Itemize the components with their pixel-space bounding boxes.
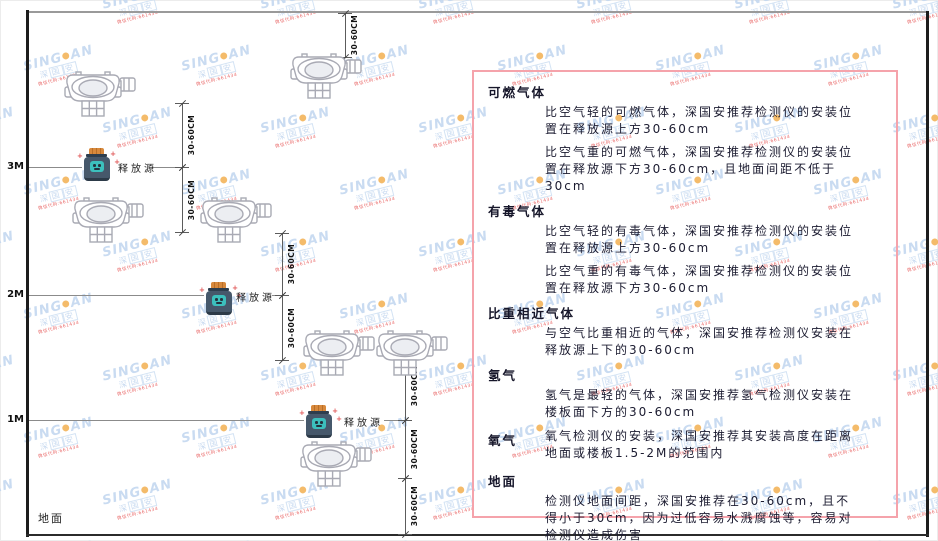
dimension-line [405, 420, 406, 478]
dimension-label: 30-60CM [410, 485, 419, 527]
release-source-label: 释放源 [118, 164, 157, 175]
source-cap [211, 282, 226, 289]
source-rim [308, 411, 329, 414]
ceiling-line [27, 11, 928, 13]
spark-icon: + [336, 415, 342, 423]
gas-detector-icon [290, 52, 364, 100]
gas-detector-icon [376, 329, 450, 377]
gas-detector-icon [303, 329, 377, 377]
leader-line [29, 167, 82, 168]
guideline-section: 氢气氢气是最轻的气体，深国安推荐氢气检测仪安装在楼板面下方的30-60cm [488, 365, 884, 421]
dimension-label: 30-60CM [287, 307, 296, 348]
guideline-section: 地面检测仪地面间距，深国安推荐在30-60cm，且不得小于30cm，因为过低容易… [488, 471, 884, 541]
section-heading: 可燃气体 [488, 85, 547, 100]
spark-icon: + [77, 152, 83, 160]
section-heading: 氢气 [488, 368, 518, 383]
source-rim [208, 288, 229, 291]
dimension-line [405, 352, 406, 420]
section-paragraph: 氢气是最轻的气体，深国安推荐氢气检测仪安装在楼板面下方的30-60cm [545, 388, 854, 419]
dimension-label: 30-60CM [187, 114, 196, 156]
section-heading: 有毒气体 [488, 204, 547, 219]
section-paragraph: 与空气比重相近的气体，深国安推荐检测仪安装在释放源上下的30-60cm [545, 326, 854, 357]
section-heading: 地面 [488, 474, 518, 489]
dimension-line [282, 295, 283, 360]
spark-icon: + [114, 158, 120, 166]
left-wall-axis-line [26, 10, 29, 537]
dimension-line [182, 167, 183, 232]
leader-line [29, 295, 204, 296]
installation-guidelines-panel: 可燃气体比空气轻的可燃气体，深国安推荐检测仪的安装位置在释放源上方30-60cm… [472, 70, 898, 541]
source-rim [86, 154, 107, 157]
dimension-line [405, 478, 406, 534]
release-source-label: 释放源 [236, 293, 275, 304]
gas-detector-icon [72, 196, 146, 244]
guideline-section: 可燃气体比空气轻的可燃气体，深国安推荐检测仪的安装位置在释放源上方30-60cm… [488, 82, 884, 195]
source-badge-icon [90, 161, 104, 172]
leader-line [384, 420, 409, 421]
leader-line [152, 167, 186, 168]
spark-icon: + [299, 409, 305, 417]
source-body [84, 157, 110, 181]
section-paragraph: 比空气重的有毒气体，深国安推荐检测仪的安装位置在释放源下方30-60cm [545, 264, 854, 295]
spark-icon: + [110, 150, 116, 158]
section-paragraph: 比空气轻的有毒气体，深国安推荐检测仪的安装位置在释放源上方30-60cm [545, 224, 854, 255]
section-paragraph: 比空气轻的可燃气体，深国安推荐检测仪的安装位置在释放源上方30-60cm [545, 105, 854, 136]
section-paragraph: 比空气重的可燃气体，深国安推荐检测仪的安装位置在释放源下方30-60cm，且地面… [545, 145, 854, 193]
height-label-3m: 3M [7, 161, 24, 172]
spark-icon: + [232, 284, 238, 292]
dimension-label: 30-60CM [187, 179, 196, 220]
source-body [306, 414, 332, 438]
spark-icon: + [332, 407, 338, 415]
release-source-icon: + + + [77, 148, 120, 182]
section-paragraph: 氧气检测仪的安装，深国安推荐其安装高度在距离地面或楼板1.5-2M的范围内 [545, 429, 854, 460]
source-badge-icon [212, 295, 226, 306]
section-paragraph: 检测仪地面间距，深国安推荐在30-60cm，且不得小于30cm，因为过低容易水溅… [545, 494, 853, 541]
ground-line [26, 534, 929, 536]
height-label-2m: 2M [7, 289, 24, 300]
section-heading: 比重相近气体 [488, 306, 576, 321]
ground-label: 地面 [38, 512, 64, 525]
source-cap [311, 405, 326, 412]
guideline-section: 比重相近气体与空气比重相近的气体，深国安推荐检测仪安装在释放源上下的30-60c… [488, 303, 884, 359]
spark-icon: + [199, 286, 205, 294]
guideline-section: 氧气 氧气检测仪的安装，深国安推荐其安装高度在距离地面或楼板1.5-2M的范围内 [488, 427, 884, 468]
dimension-line [182, 103, 183, 167]
leader-line [29, 420, 304, 421]
release-source-icon: + + + [299, 405, 342, 439]
dimension-line [282, 233, 283, 295]
gas-detector-icon [300, 440, 374, 488]
dimension-label: 30-60CM [287, 243, 296, 285]
source-body [206, 291, 232, 315]
height-label-1m: 1M [7, 414, 24, 425]
right-wall-line [926, 11, 929, 537]
gas-detector-icon [200, 196, 274, 244]
dimension-label: 30-60CM [410, 428, 419, 470]
guideline-section: 有毒气体比空气轻的有毒气体，深国安推荐检测仪的安装位置在释放源上方30-60cm… [488, 201, 884, 297]
release-source-icon: + + + [199, 282, 242, 316]
gas-detector-icon [64, 70, 138, 118]
source-cap [89, 148, 104, 155]
source-badge-icon [312, 418, 326, 429]
release-source-label: 释放源 [344, 418, 383, 429]
spark-icon: + [236, 292, 242, 300]
section-heading: 氧气 [488, 433, 518, 448]
dimension-line [345, 13, 346, 57]
